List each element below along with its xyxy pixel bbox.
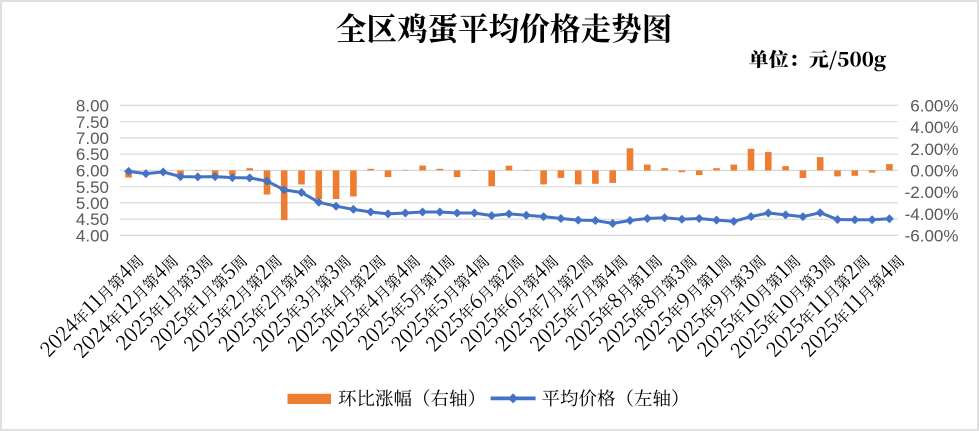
svg-text:0.00%: 0.00% xyxy=(910,162,958,181)
svg-text:4.00: 4.00 xyxy=(76,227,109,246)
svg-text:6.00: 6.00 xyxy=(76,162,109,181)
svg-text:4.00%: 4.00% xyxy=(910,118,958,137)
svg-text:6.50: 6.50 xyxy=(76,145,109,164)
svg-text:5.00: 5.00 xyxy=(76,194,109,213)
svg-text:5.50: 5.50 xyxy=(76,178,109,197)
svg-text:4.50: 4.50 xyxy=(76,210,109,229)
svg-text:-2.00%: -2.00% xyxy=(905,183,959,202)
svg-text:8.00: 8.00 xyxy=(76,97,109,116)
svg-text:2.00%: 2.00% xyxy=(910,140,958,159)
svg-text:-4.00%: -4.00% xyxy=(905,205,959,224)
svg-text:7.00: 7.00 xyxy=(76,129,109,148)
svg-text:7.50: 7.50 xyxy=(76,113,109,132)
svg-text:6.00%: 6.00% xyxy=(910,97,958,116)
svg-text:-6.00%: -6.00% xyxy=(905,227,959,246)
